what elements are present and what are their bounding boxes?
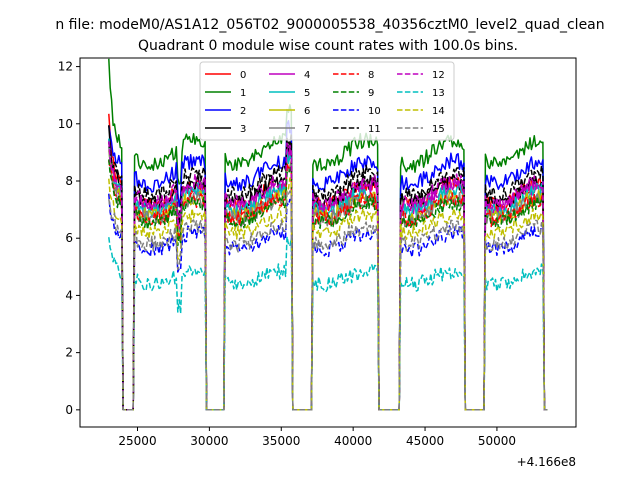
series-line-14 xyxy=(108,177,548,411)
legend-label: 7 xyxy=(304,124,310,135)
legend-label: 2 xyxy=(240,106,246,117)
y-tick-label: 2 xyxy=(65,346,73,360)
legend-label: 3 xyxy=(240,124,246,135)
y-tick-label: 8 xyxy=(65,174,73,188)
legend-label: 12 xyxy=(432,70,445,81)
y-tick-label: 10 xyxy=(58,117,73,131)
legend-label: 14 xyxy=(432,106,445,117)
axes-frame xyxy=(79,57,577,428)
series-line-15 xyxy=(108,190,548,411)
x-tick-label: 50000 xyxy=(478,434,516,448)
x-tick-label: 30000 xyxy=(190,434,228,448)
x-axis-ticks: 25000 30000 35000 40000 45000 50000 xyxy=(118,427,516,448)
y-tick-label: 12 xyxy=(58,60,73,74)
legend-label: 5 xyxy=(304,88,310,99)
x-tick-label: 40000 xyxy=(334,434,372,448)
legend-label: 13 xyxy=(432,88,445,99)
x-axis-offset-label: +4.166e8 xyxy=(517,455,576,469)
legend-label: 10 xyxy=(368,106,381,117)
x-tick-label: 25000 xyxy=(118,434,156,448)
legend-label: 8 xyxy=(368,70,374,81)
legend-label: 15 xyxy=(432,124,445,135)
x-tick-label: 35000 xyxy=(262,434,300,448)
figure-suptitle: n file: modeM0/AS1A12_056T02_9000005538_… xyxy=(55,17,604,33)
legend-frame xyxy=(199,61,455,141)
legend-label: 0 xyxy=(240,70,246,81)
plot-series xyxy=(108,58,548,411)
x-tick-label: 45000 xyxy=(406,434,444,448)
legend-label: 6 xyxy=(304,106,310,117)
legend-label: 4 xyxy=(304,70,310,81)
legend-label: 1 xyxy=(240,88,246,99)
chart-title: Quadrant 0 module wise count rates with … xyxy=(138,38,518,54)
y-axis-ticks: 0 2 4 6 8 10 12 xyxy=(58,60,80,417)
legend-label: 9 xyxy=(368,88,374,99)
legend-label: 11 xyxy=(368,124,381,135)
y-tick-label: 4 xyxy=(65,288,73,302)
y-tick-label: 0 xyxy=(65,403,73,417)
y-tick-label: 6 xyxy=(65,231,73,245)
